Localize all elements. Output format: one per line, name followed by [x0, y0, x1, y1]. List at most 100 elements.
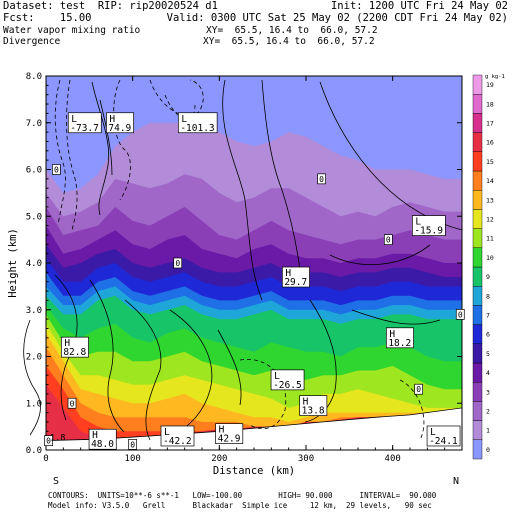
colorbar-swatch	[472, 209, 483, 229]
y-tick-label: 5.0	[26, 212, 42, 222]
zero-text: 0	[416, 385, 421, 394]
contour-line-17	[304, 299, 337, 423]
extremum-low: L-73.7	[67, 112, 102, 134]
zero-text: 0	[458, 310, 463, 319]
zero-text: 0	[175, 259, 180, 268]
zero-text: 0	[386, 236, 391, 245]
extremum-high: H13.8	[299, 395, 328, 417]
colorbar-tick-label: 7	[486, 312, 490, 320]
extremum-box	[177, 112, 218, 134]
contour-line-7	[222, 79, 263, 301]
extremum-box	[60, 336, 89, 358]
contour-line-5	[91, 81, 110, 216]
colorbar-swatch	[472, 189, 483, 210]
extremum-type: L	[71, 114, 77, 125]
x-tick-label: 400	[385, 454, 401, 464]
colorbar-swatch	[472, 401, 483, 421]
zero-text: 0	[70, 399, 75, 408]
moisture-bands	[46, 122, 462, 451]
extremum-value: 13.8	[302, 406, 325, 417]
zero-text: 0	[319, 175, 324, 184]
extremum-type: H	[64, 338, 70, 349]
colorbar-swatch	[472, 74, 483, 95]
zero-box	[52, 164, 61, 175]
y-tick-label: 4.0	[26, 259, 42, 269]
y-tick-label: 8.0	[26, 72, 42, 82]
x-tick-label: 100	[125, 454, 141, 464]
extremum-box	[106, 112, 134, 134]
zero-contour-label: 0	[52, 164, 61, 175]
contour-line-8	[261, 79, 301, 271]
extremum-box	[215, 423, 244, 444]
zero-box	[128, 439, 138, 450]
extremum-value: -15.9	[414, 226, 443, 237]
extremum-type: H	[92, 430, 98, 441]
extremum-box	[281, 266, 310, 288]
zero-box	[414, 383, 424, 395]
colorbar-swatch	[472, 247, 483, 268]
colorbar-tick-label: 9	[486, 273, 490, 281]
extremum-box	[299, 395, 328, 416]
zero-contour-label: 0	[414, 383, 424, 395]
field1-label: Water vapor mixing ratio	[3, 25, 141, 36]
zero-box	[455, 309, 465, 320]
extremum-low: L-15.9	[411, 215, 446, 237]
extremum-high: H42.9	[215, 423, 244, 445]
zero-contour-label: 0	[455, 309, 465, 320]
extremum-box	[270, 369, 305, 391]
x-tick-label: 200	[211, 454, 227, 464]
contour-line-2	[113, 79, 131, 201]
extremum-type: H	[389, 329, 395, 340]
extremum-high: H48.0	[88, 428, 117, 450]
colorbar-tick-label: 5	[486, 350, 490, 358]
colorbar-swatch	[472, 420, 483, 441]
x-end-left: S	[53, 476, 59, 487]
contour-line-3	[149, 79, 204, 117]
axes: 0.0 1.0 2.0 3.0 4.0 5.0 6.0 7.0 8.0 0 100 200 300 400…	[7, 72, 462, 487]
extremum-box	[67, 112, 102, 134]
fcst-line: Fcst: 15.00	[3, 12, 92, 24]
colorbar-tick-label: 1	[486, 427, 490, 435]
zero-box	[173, 257, 183, 269]
colorbar-tick-label: 19	[486, 81, 494, 89]
colorbar-swatch	[472, 170, 483, 191]
contour-line-13	[124, 299, 162, 441]
extremum-type: L	[164, 427, 170, 438]
colorbar-swatch	[472, 439, 483, 460]
colorbar-tick-label: 3	[486, 388, 490, 396]
colorbar-unit: g kg-1	[485, 74, 505, 80]
extremum-value: -73.7	[70, 123, 99, 134]
colorbar-swatch	[472, 228, 483, 249]
extremum-type: H	[219, 425, 225, 436]
y-tick-label: 1.0	[26, 399, 42, 409]
extremum-value: 42.9	[218, 434, 241, 445]
partial-label: 1.8	[50, 434, 65, 444]
extremum-high: H74.9	[106, 112, 134, 134]
zero-contour-label: 0	[317, 173, 326, 185]
y-tick-label: 2.0	[26, 353, 42, 363]
contour-line-16	[239, 358, 287, 430]
colorbar-swatch	[472, 132, 483, 153]
extremum-low: L-26.5	[270, 369, 305, 391]
extremum-value: 82.8	[63, 347, 86, 358]
zero-text: 0	[130, 440, 135, 449]
contour-line-18	[351, 309, 441, 325]
colorbar-swatch	[472, 382, 483, 402]
extremum-value: -26.5	[273, 380, 302, 391]
zero-box	[317, 173, 326, 185]
y-tick-label: 3.0	[26, 306, 42, 316]
extremum-low: L-42.2	[160, 425, 195, 447]
zero-contour-label: 0	[173, 257, 183, 269]
extremum-high: H82.8	[60, 336, 89, 358]
extremum-type: H	[285, 268, 291, 279]
colorbar-tick-label: 2	[486, 408, 490, 416]
extremum-low: L-101.3	[177, 112, 218, 134]
extremum-type: L	[181, 114, 187, 125]
extremum-type: H	[109, 114, 115, 125]
x-tick-label: 0	[43, 454, 48, 464]
extremum-type: H	[303, 397, 309, 408]
colorbar-tick-label: 16	[486, 139, 494, 147]
